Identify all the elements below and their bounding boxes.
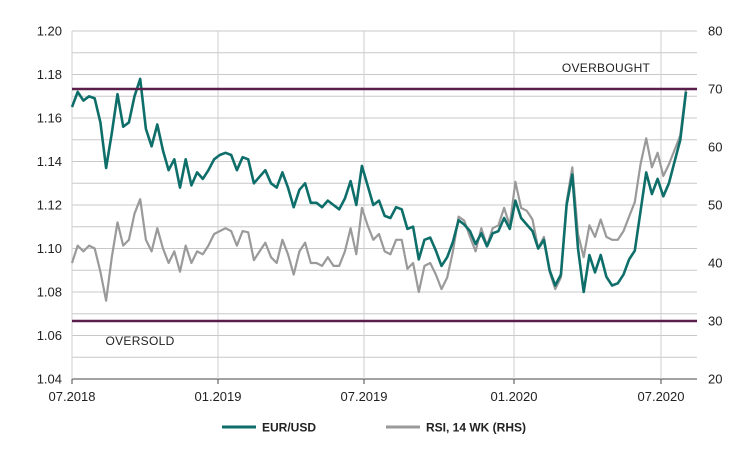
x-tick-label: 07.2018 (49, 389, 96, 404)
threshold-label-oversold: OVERSOLD (105, 334, 174, 348)
left-tick-label: 1.18 (37, 67, 62, 82)
left-tick-label: 1.14 (37, 154, 62, 169)
x-axis: 07.2018 01.2019 07.2019 01.2020 07.2020 (49, 31, 697, 404)
right-tick-label: 20 (708, 372, 722, 387)
right-tick-label: 50 (708, 198, 722, 213)
legend-label: EUR/USD (262, 421, 316, 435)
legend: EUR/USD RSI, 14 WK (RHS) (222, 421, 526, 435)
left-tick-label: 1.08 (37, 285, 62, 300)
rsi-line (70, 88, 688, 302)
right-y-axis: 20 30 40 50 60 70 80 (708, 24, 722, 387)
right-tick-label: 80 (708, 24, 722, 39)
x-tick-label: 07.2020 (638, 389, 685, 404)
right-tick-label: 30 (708, 314, 722, 329)
left-y-axis: 1.04 1.06 1.08 1.10 1.12 1.14 1.16 1.18 1.20 (37, 24, 62, 387)
x-tick-label: 01.2020 (491, 389, 538, 404)
threshold-label-overbought: OVERBOUGHT (562, 61, 651, 75)
rsi-thresholds: OVERBOUGHT OVERSOLD (72, 61, 697, 348)
right-tick-label: 60 (708, 140, 722, 155)
right-tick-label: 40 (708, 256, 722, 271)
right-tick-label: 70 (708, 82, 722, 97)
left-tick-label: 1.06 (37, 328, 62, 343)
x-tick-label: 01.2019 (195, 389, 242, 404)
left-tick-label: 1.04 (37, 372, 62, 387)
x-tick-label: 07.2019 (341, 389, 388, 404)
left-tick-label: 1.16 (37, 111, 62, 126)
left-tick-label: 1.12 (37, 198, 62, 213)
horizontal-gridlines (72, 30, 697, 380)
legend-label: RSI, 14 WK (RHS) (426, 421, 526, 435)
left-tick-label: 1.10 (37, 241, 62, 256)
series-lines (70, 77, 688, 302)
left-tick-label: 1.20 (37, 24, 62, 39)
eurusd-line (70, 77, 688, 294)
